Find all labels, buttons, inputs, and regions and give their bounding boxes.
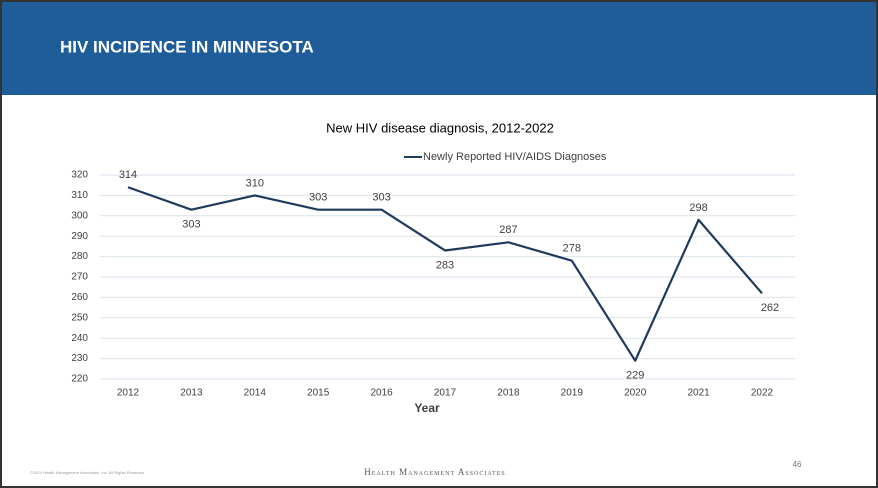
x-tick-label: 2021 xyxy=(687,388,710,399)
y-tick-label: 320 xyxy=(71,170,88,181)
x-tick-label: 2014 xyxy=(244,388,267,399)
page-number: 46 xyxy=(793,460,802,469)
data-label: 278 xyxy=(563,243,581,255)
y-tick-label: 290 xyxy=(71,231,88,242)
y-tick-label: 230 xyxy=(71,353,88,364)
x-tick-label: 2016 xyxy=(370,388,393,399)
x-tick-label: 2018 xyxy=(497,388,520,399)
copyright: ©2024 Health Management Associates, Inc.… xyxy=(30,470,145,475)
data-label: 283 xyxy=(436,259,454,271)
x-tick-label: 2019 xyxy=(561,388,584,399)
slide-title: HIV INCIDENCE IN MINNESOTA xyxy=(60,37,314,56)
x-tick-label: 2020 xyxy=(624,388,647,399)
data-label: 310 xyxy=(246,177,264,189)
y-tick-label: 300 xyxy=(71,210,88,221)
x-tick-label: 2013 xyxy=(180,388,203,399)
legend-label: Newly Reported HIV/AIDS Diagnoses xyxy=(423,151,607,163)
data-label: 298 xyxy=(689,202,707,214)
x-tick-label: 2022 xyxy=(751,388,774,399)
data-label: 262 xyxy=(761,302,779,314)
data-label: 303 xyxy=(309,192,327,204)
data-label: 287 xyxy=(499,224,517,236)
data-label: 303 xyxy=(182,219,200,231)
data-line xyxy=(127,186,763,362)
x-tick-label: 2017 xyxy=(434,388,457,399)
data-label: 229 xyxy=(626,370,644,382)
x-tick-label: 2015 xyxy=(307,388,330,399)
y-tick-label: 310 xyxy=(71,190,88,201)
data-label: 303 xyxy=(372,192,390,204)
data-label: 314 xyxy=(119,169,137,181)
header-band xyxy=(0,0,878,95)
y-tick-label: 220 xyxy=(71,374,88,385)
brand: Health Management Associates xyxy=(364,467,505,477)
x-axis-title: Year xyxy=(414,401,440,415)
y-tick-label: 250 xyxy=(71,312,88,323)
y-tick-label: 260 xyxy=(71,292,88,303)
chart-title: New HIV disease diagnosis, 2012-2022 xyxy=(326,120,554,135)
x-tick-label: 2012 xyxy=(117,388,140,399)
y-tick-label: 240 xyxy=(71,333,88,344)
y-tick-label: 270 xyxy=(71,272,88,283)
y-tick-label: 280 xyxy=(71,251,88,262)
